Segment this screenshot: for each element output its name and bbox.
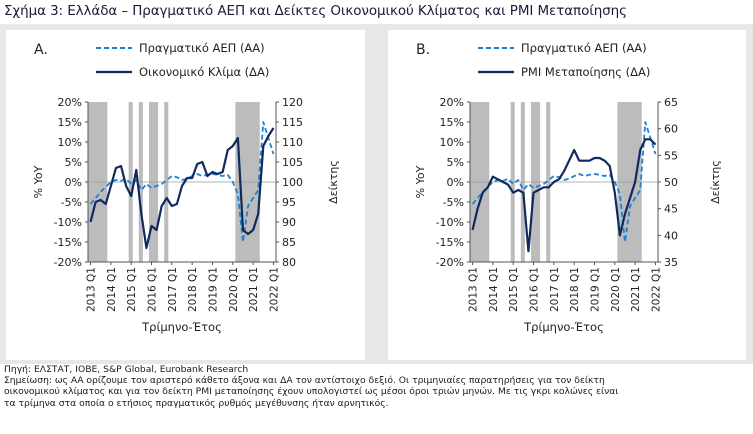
right-tick-label: 85 <box>282 236 296 249</box>
x-tick-label: 2022 Q1 <box>268 267 280 312</box>
left-tick-label: 0% <box>65 176 82 189</box>
left-tick-label: -5% <box>443 196 464 209</box>
chart-panel-b: 20% 15% 10% 5% 0% -5% -10% -15% -20% 65 60 55 50 45 40… <box>388 30 746 360</box>
y-right-axis-title: Δείκτης <box>327 160 340 204</box>
right-tick-label: 40 <box>664 229 678 242</box>
left-tick-label: 20% <box>440 96 464 109</box>
legend-label-index: Οικονομικό Κλίμα (ΔΑ) <box>139 65 269 79</box>
y-left-axis-title: % YoY <box>32 165 45 198</box>
left-tick-label: 20% <box>58 96 82 109</box>
left-tick-label: 0% <box>447 176 464 189</box>
x-tick-label: 2020 Q1 <box>228 267 240 312</box>
right-tick-label: 95 <box>282 196 296 209</box>
left-tick-label: -15% <box>54 236 82 249</box>
note-line-2: οικονομικού κλίματος και για τον δείκτη … <box>4 386 619 398</box>
x-tick-label: 2021 Q1 <box>630 267 642 312</box>
x-tick-label: 2022 Q1 <box>650 267 662 312</box>
right-tick-label: 50 <box>664 176 678 189</box>
right-tick-label: 80 <box>282 256 296 269</box>
panel-label: B. <box>416 42 430 58</box>
panel-label: A. <box>34 42 48 58</box>
right-tick-label: 105 <box>282 156 303 169</box>
left-tick-label: 10% <box>440 136 464 149</box>
right-tick-label: 100 <box>282 176 303 189</box>
x-tick-label: 2014 Q1 <box>488 267 500 312</box>
left-tick-label: 10% <box>58 136 82 149</box>
notes-block: Πηγή: ΕΛΣΤΑΤ, ΙΟΒΕ, S&P Global, Eurobank… <box>4 364 749 409</box>
left-tick-label: -20% <box>436 256 464 269</box>
right-tick-label: 115 <box>282 116 303 129</box>
x-tick-label: 2017 Q1 <box>167 267 179 312</box>
series-line-index <box>89 127 275 250</box>
right-tick-label: 110 <box>282 136 303 149</box>
x-tick-label: 2015 Q1 <box>508 267 520 312</box>
x-tick-label: 2021 Q1 <box>248 267 260 312</box>
x-tick-label: 2018 Q1 <box>187 267 199 312</box>
left-tick-label: -20% <box>54 256 82 269</box>
right-tick-label: 55 <box>664 149 678 162</box>
right-tick-label: 65 <box>664 96 678 109</box>
left-tick-label: 15% <box>440 116 464 129</box>
x-tick-label: 2016 Q1 <box>529 267 541 312</box>
y-left-axis-title: % YoY <box>414 165 427 198</box>
left-tick-label: -15% <box>436 236 464 249</box>
x-tick-label: 2016 Q1 <box>147 267 159 312</box>
source-line: Πηγή: ΕΛΣΤΑΤ, ΙΟΒΕ, S&P Global, Eurobank… <box>4 364 249 375</box>
x-tick-label: 2013 Q1 <box>86 267 98 312</box>
x-tick-label: 2019 Q1 <box>207 267 219 312</box>
right-tick-label: 35 <box>664 256 678 269</box>
x-tick-label: 2014 Q1 <box>106 267 118 312</box>
legend-label-index: PMI Μεταποίησης (ΔΑ) <box>521 65 650 79</box>
left-tick-label: -5% <box>61 196 82 209</box>
right-tick-label: 45 <box>664 203 678 216</box>
left-tick-label: -10% <box>436 216 464 229</box>
left-tick-label: 15% <box>58 116 82 129</box>
x-tick-label: 2020 Q1 <box>610 267 622 312</box>
right-tick-label: 60 <box>664 123 678 136</box>
x-tick-label: 2019 Q1 <box>589 267 601 312</box>
right-tick-label: 90 <box>282 216 296 229</box>
right-tick-label: 120 <box>282 96 303 109</box>
series-line-index <box>471 138 657 253</box>
note-line-1: Σημείωση: ως ΑΑ ορίζουμε τον αριστερό κά… <box>4 375 605 387</box>
x-axis-title: Τρίμηνο-Έτος <box>141 320 222 334</box>
y-right-axis-title: Δείκτης <box>709 160 722 204</box>
left-tick-label: 5% <box>65 156 82 169</box>
x-tick-label: 2013 Q1 <box>468 267 480 312</box>
left-tick-label: -10% <box>54 216 82 229</box>
figure-title: Σχήμα 3: Ελλάδα – Πραγματικό ΑΕΠ και Δεί… <box>4 3 627 19</box>
legend-label-gdp: Πραγματικό ΑΕΠ (ΑΑ) <box>139 41 265 55</box>
legend-label-gdp: Πραγματικό ΑΕΠ (ΑΑ) <box>521 41 647 55</box>
note-line-3: τα τρίμηνα στα οποία ο ετήσιος πραγματικ… <box>4 397 389 409</box>
left-tick-label: 5% <box>447 156 464 169</box>
x-tick-label: 2015 Q1 <box>126 267 138 312</box>
series-line-gdp <box>89 121 275 243</box>
chart-b-svg: 20% 15% 10% 5% 0% -5% -10% -15% -20% 65 60 55 50 45 40… <box>414 41 722 334</box>
chart-panel-a: 20% 15% 10% 5% 0% -5% -10% -15% -20% 120 115 110 105… <box>6 30 365 360</box>
chart-a-svg: 20% 15% 10% 5% 0% -5% -10% -15% -20% 120 115 110 105… <box>32 41 340 334</box>
x-tick-label: 2018 Q1 <box>569 267 581 312</box>
x-tick-label: 2017 Q1 <box>549 267 561 312</box>
x-axis-title: Τρίμηνο-Έτος <box>523 320 604 334</box>
